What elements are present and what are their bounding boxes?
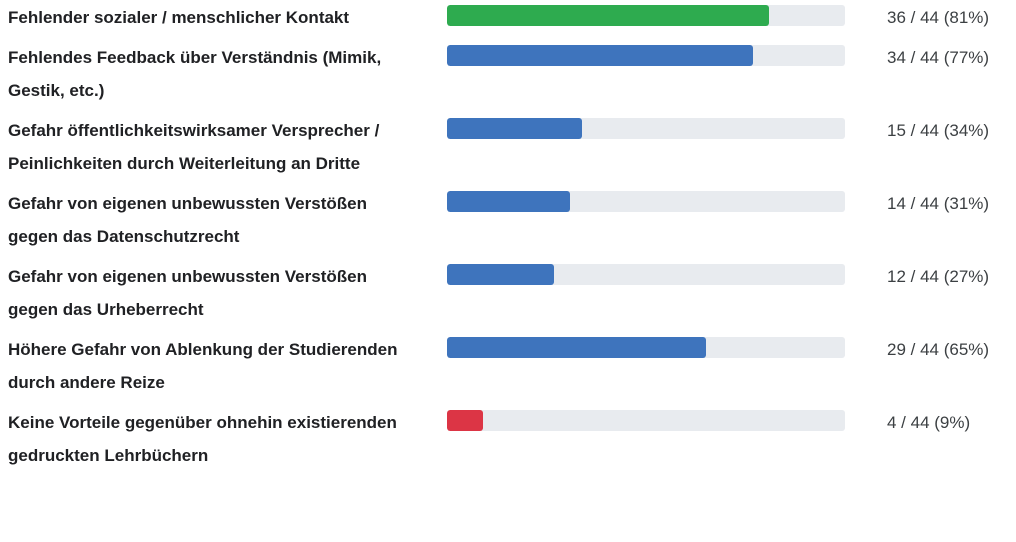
result-row: Höhere Gefahr von Ablenkung der Studiere… <box>8 333 1008 399</box>
result-row: Fehlendes Feedback über Verständnis (Mim… <box>8 41 1008 107</box>
option-label: Gefahr von eigenen unbewussten Verstößen… <box>8 267 367 319</box>
option-label: Fehlendes Feedback über Verständnis (Mim… <box>8 48 382 100</box>
value-label: 14 / 44 (31%) <box>887 194 990 213</box>
bar <box>447 45 754 66</box>
bar-track <box>447 45 845 66</box>
value-label: 12 / 44 (27%) <box>887 267 990 286</box>
option-label: Gefahr von eigenen unbewussten Verstößen… <box>8 194 367 246</box>
result-row: Keine Vorteile gegenüber ohnehin existie… <box>8 406 1008 472</box>
bar-track <box>447 264 845 285</box>
bar <box>447 264 555 285</box>
bar-track <box>447 118 845 139</box>
value-label: 15 / 44 (34%) <box>887 121 990 140</box>
option-label: Höhere Gefahr von Ablenkung der Studiere… <box>8 340 398 392</box>
result-row: Gefahr öffentlichkeitswirksamer Versprec… <box>8 114 1008 180</box>
bar-track <box>447 5 845 26</box>
result-row: Gefahr von eigenen unbewussten Verstößen… <box>8 187 1008 253</box>
bar-track <box>447 191 845 212</box>
value-label: 34 / 44 (77%) <box>887 48 990 67</box>
option-label: Gefahr öffentlichkeitswirksamer Versprec… <box>8 121 380 173</box>
value-label: 36 / 44 (81%) <box>887 8 990 27</box>
bar <box>447 191 571 212</box>
bar <box>447 5 770 26</box>
result-row: Gefahr von eigenen unbewussten Verstößen… <box>8 260 1008 326</box>
option-label: Keine Vorteile gegenüber ohnehin existie… <box>8 413 397 465</box>
bar <box>447 410 483 431</box>
bar <box>447 118 583 139</box>
value-label: 29 / 44 (65%) <box>887 340 990 359</box>
value-label: 4 / 44 (9%) <box>887 413 971 432</box>
bar-track <box>447 337 845 358</box>
result-row: Fehlender sozialer / menschlicher Kontak… <box>8 1 1008 34</box>
bar <box>447 337 706 358</box>
bar-track <box>447 410 845 431</box>
results-list: Fehlender sozialer / menschlicher Kontak… <box>8 1 1008 479</box>
option-label: Fehlender sozialer / menschlicher Kontak… <box>8 8 350 27</box>
